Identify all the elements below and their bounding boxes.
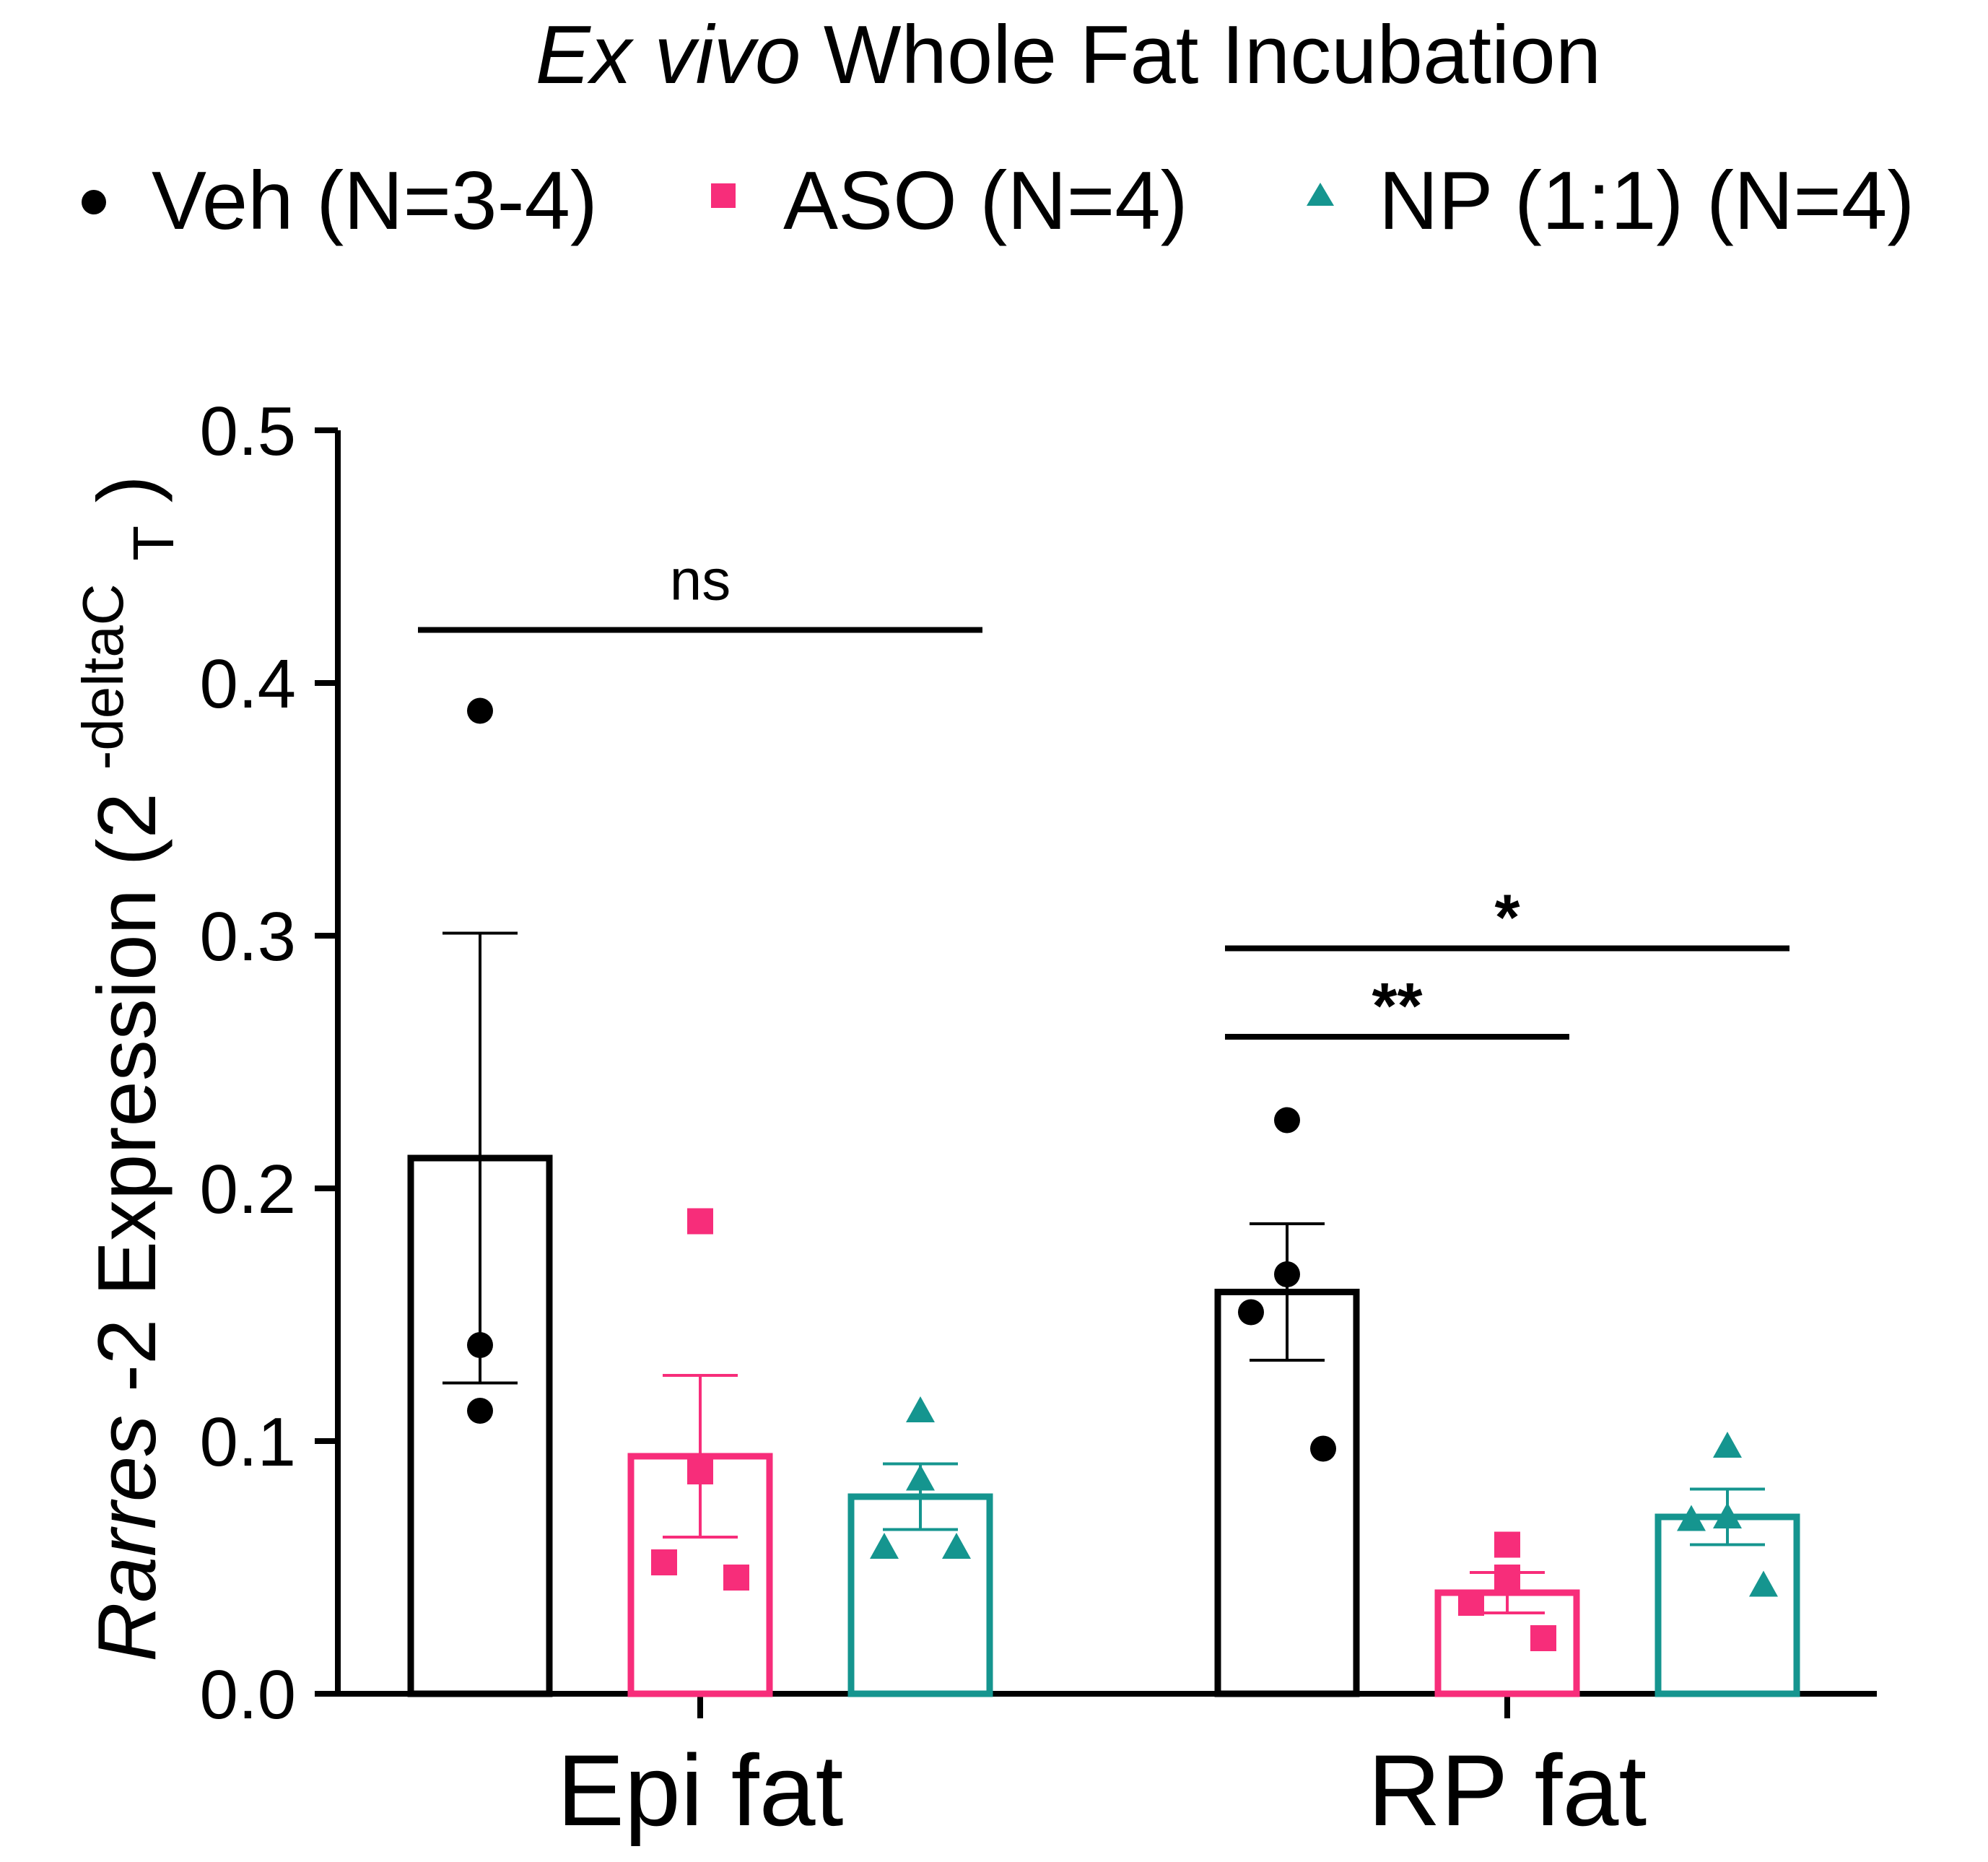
data-point (1749, 1570, 1778, 1597)
bars (407, 1154, 1800, 1697)
legend-veh-label: Veh (N=3-4) (152, 155, 598, 247)
y-ticks: 0.0 0.1 0.2 0.3 0.4 0.5 (200, 393, 338, 1733)
chart-title: Ex vivo Whole Fat Incubation (536, 9, 1601, 101)
data-point (687, 1458, 713, 1484)
data-point (1530, 1625, 1556, 1651)
legend: Veh (N=3-4) ASO (N=4) NP (1:1) (N=4) (82, 155, 1914, 247)
y-axis-label-sup: -deltaC (71, 583, 135, 770)
data-point (1238, 1299, 1264, 1326)
y-tick-label: 0.4 (200, 645, 296, 723)
data-point (906, 1464, 935, 1491)
chart-title-italic: Ex vivo (536, 9, 801, 101)
data-point (1713, 1432, 1742, 1458)
significance-label: ns (670, 548, 731, 612)
data-point (1274, 1261, 1300, 1287)
y-axis-label-close: ) (82, 475, 173, 503)
y-tick-label: 0.5 (200, 393, 296, 470)
y-tick-label: 0.1 (200, 1404, 296, 1481)
legend-np-label: NP (1:1) (N=4) (1379, 155, 1914, 247)
data-point (1713, 1502, 1742, 1528)
data-point (467, 1332, 493, 1358)
data-point (1274, 1107, 1300, 1134)
significance-label: ** (1372, 970, 1422, 1043)
data-point (870, 1533, 899, 1559)
data-point (1458, 1590, 1484, 1616)
y-tick-label: 0.2 (200, 1151, 296, 1228)
data-point (651, 1549, 677, 1575)
y-axis-label-italic: Rarres (82, 1415, 173, 1662)
data-point (687, 1208, 713, 1235)
data-point (723, 1565, 749, 1591)
chart-title-rest: Whole Fat Incubation (824, 9, 1601, 101)
x-tick-label: Epi fat (557, 1733, 844, 1847)
data-point (906, 1396, 935, 1422)
y-axis-label-sub: T (121, 526, 186, 561)
data-points (467, 697, 1778, 1651)
x-tick-label: RP fat (1368, 1733, 1647, 1847)
y-axis-label: Rarres -2 Expression (2 -deltaC T ) (49, 475, 191, 1662)
data-point (467, 697, 493, 724)
data-point (1494, 1565, 1520, 1591)
y-tick-label: 0.3 (200, 898, 296, 975)
legend-np-marker (1307, 183, 1334, 206)
data-point (942, 1533, 971, 1559)
data-point (1677, 1505, 1706, 1531)
y-axis-label-rest: -2 Expression (2 (82, 793, 173, 1392)
legend-aso-label: ASO (N=4) (783, 155, 1188, 247)
x-ticks: Epi fat RP fat (557, 1694, 1647, 1847)
significance-label: * (1494, 882, 1520, 954)
data-point (1310, 1435, 1336, 1462)
data-point (1494, 1531, 1520, 1558)
y-tick-label: 0.0 (200, 1656, 296, 1733)
legend-veh-marker (82, 190, 106, 214)
legend-aso-marker (711, 183, 736, 208)
data-point (467, 1398, 493, 1424)
significance-annotations: ns*** (418, 548, 1789, 1043)
